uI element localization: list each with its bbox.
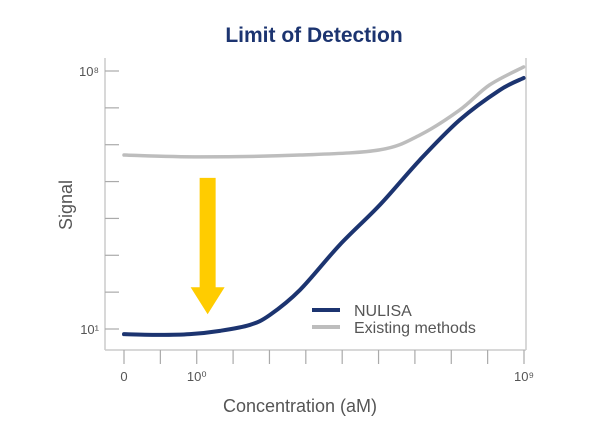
plot-frame (104, 58, 527, 351)
down-arrow-icon (190, 177, 225, 315)
y-axis-label: Signal (56, 180, 76, 230)
series-group (122, 65, 526, 337)
y-ticks: 10¹ 10⁸ (79, 64, 119, 337)
x-axis-label: Concentration (aM) (223, 396, 377, 416)
x-ticks: 0 10⁰ 10⁹ (120, 350, 534, 384)
y-tick-label: 10¹ (80, 322, 99, 337)
series-line-existing-methods (122, 65, 526, 159)
series-line-nulisa (122, 76, 526, 337)
chart-title: Limit of Detection (225, 24, 402, 47)
x-tick-label: 10⁹ (514, 369, 534, 384)
legend-label: NULISA (354, 303, 412, 320)
arrow-annotation (190, 177, 225, 315)
x-tick-label: 10⁰ (187, 369, 207, 384)
y-tick-label: 10⁸ (79, 64, 99, 79)
legend-label: Existing methods (354, 320, 476, 337)
x-tick-label: 0 (120, 369, 127, 384)
